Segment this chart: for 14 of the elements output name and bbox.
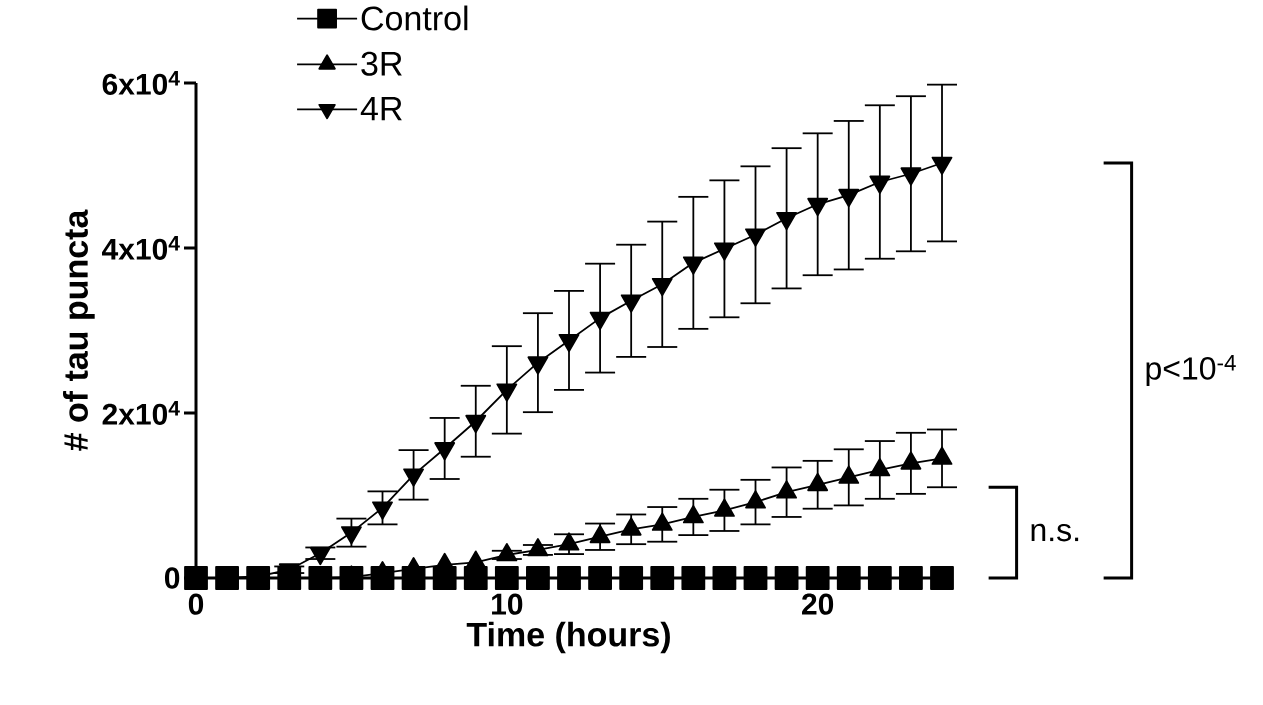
legend-label: Control xyxy=(361,5,468,31)
legend-label: 3R xyxy=(361,51,402,76)
x-tick-label: 10 xyxy=(492,593,523,615)
x-tick-label: 0 xyxy=(188,593,204,615)
y-tick-label: 0 xyxy=(164,567,180,589)
y-tick-label: 4x10$^{4}$ xyxy=(102,236,180,260)
y-tick-label: 6x10$^{4}$ xyxy=(102,71,180,95)
text: n.s. xyxy=(1031,523,1079,542)
x-axis-title: Time (hours) xyxy=(466,621,670,654)
x-tick-label: 20 xyxy=(802,593,834,615)
y-axis-title: # of tau puncta xyxy=(62,209,95,451)
y-tick-label: 2x10$^{4}$ xyxy=(102,401,180,425)
legend-label: 4R xyxy=(360,96,402,121)
text: p<10$^{-4}$ xyxy=(1146,354,1236,387)
